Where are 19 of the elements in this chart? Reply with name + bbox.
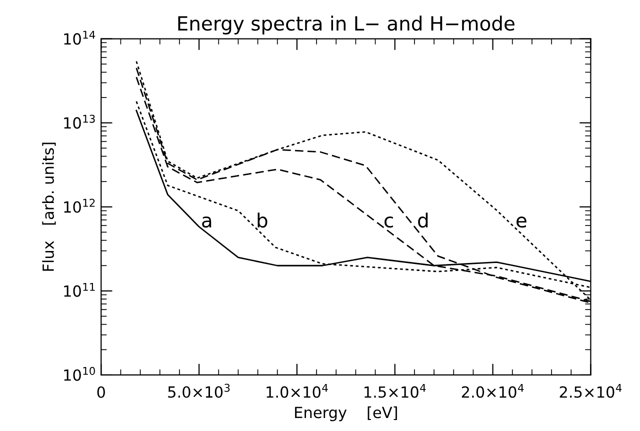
- x-tick-label: 5.0×10$^{3}$: [168, 384, 230, 398]
- x-tick-label: 1.5×10$^{4}$: [364, 384, 426, 398]
- series-label: c: [384, 216, 393, 228]
- y-tick-label: 10$^{11}$: [64, 282, 95, 297]
- series-label: b: [258, 212, 268, 228]
- chart-title: Energy spectra in L− and H−mode: [178, 16, 514, 34]
- series-label: a: [202, 216, 212, 228]
- y-tick-label: 10$^{10}$: [64, 366, 95, 381]
- x-tick-label: 2.5×10$^{4}$: [560, 384, 622, 398]
- x-tick-label: 0: [97, 386, 105, 398]
- y-tick-label: 10$^{12}$: [64, 198, 95, 213]
- x-tick-label: 2.0×10$^{4}$: [462, 384, 524, 398]
- y-tick-label: 10$^{13}$: [64, 114, 95, 129]
- y-tick-label: 10$^{14}$: [64, 30, 96, 45]
- series-label: d: [418, 212, 428, 228]
- y-axis-title: Flux [arb. units]: [42, 142, 56, 271]
- series-label: e: [516, 216, 526, 228]
- x-axis-title: Energy [eV]: [295, 406, 397, 422]
- x-tick-label: 1.0×10$^{4}$: [266, 384, 328, 398]
